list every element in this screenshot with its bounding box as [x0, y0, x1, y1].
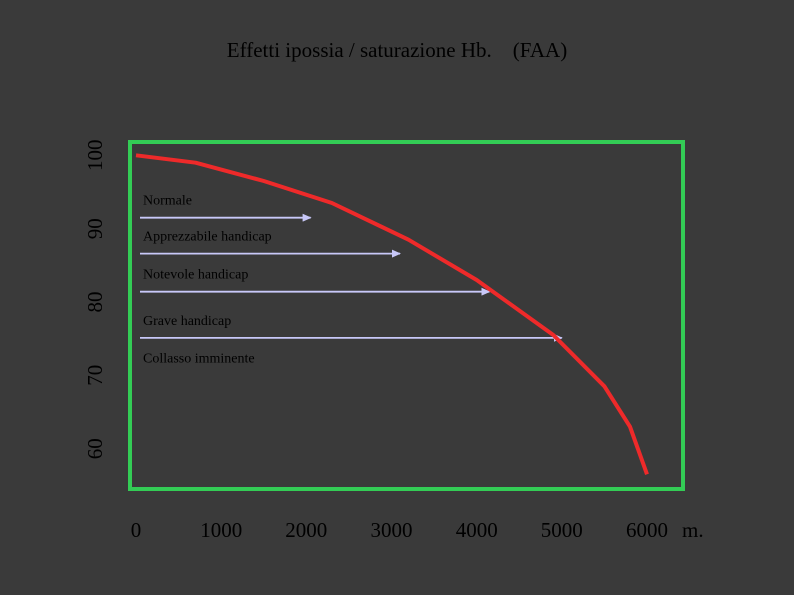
- y-tick-label: 90: [83, 218, 107, 239]
- y-tick-label: 60: [83, 438, 107, 459]
- annotation-label: Collasso imminente: [143, 351, 255, 366]
- x-tick-label: 3000: [371, 518, 413, 542]
- x-tick-label: 2000: [285, 518, 327, 542]
- annotation-label: Apprezzabile handicap: [143, 230, 272, 245]
- annotation-label: Normale: [143, 194, 192, 209]
- x-unit-label: m.: [682, 518, 704, 542]
- saturation-curve: [135, 153, 649, 475]
- annotation-label: Notevole handicap: [143, 268, 248, 283]
- x-tick-label: 0: [131, 518, 142, 542]
- y-tick-label: 100: [83, 140, 107, 172]
- x-tick-label: 1000: [200, 518, 242, 542]
- annotation-label: Grave handicap: [143, 314, 231, 329]
- x-tick-label: 5000: [541, 518, 583, 542]
- y-tick-label: 80: [83, 292, 107, 313]
- x-tick-label: 4000: [456, 518, 498, 542]
- x-tick-label: 6000: [626, 518, 668, 542]
- plot-frame: [128, 140, 685, 491]
- chart-title: Effetti ipossia / saturazione Hb. (FAA): [226, 38, 568, 62]
- y-tick-label: 70: [83, 365, 107, 386]
